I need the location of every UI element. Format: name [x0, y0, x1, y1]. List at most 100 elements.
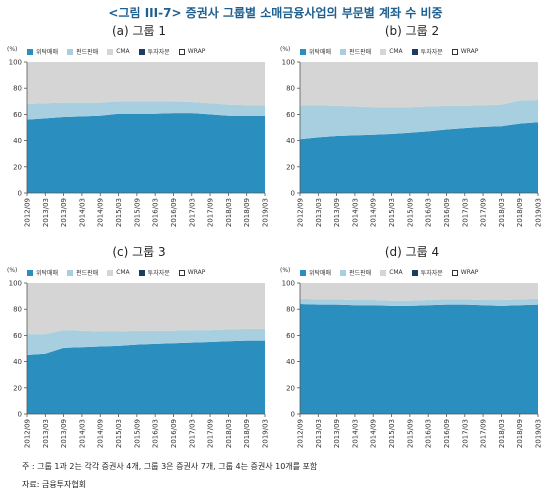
- x-tick-label: 2015/09: [406, 419, 414, 448]
- y-tick-label: 40: [286, 358, 295, 366]
- area-series-0: [300, 122, 538, 193]
- legend-item: 위탁매매: [300, 268, 331, 277]
- y-tick-label: 0: [291, 411, 295, 419]
- legend-label: WRAP: [460, 269, 479, 276]
- y-tick-label: 20: [286, 384, 295, 392]
- legend-swatch: [178, 269, 185, 276]
- x-tick-label: 2018/03: [498, 198, 506, 227]
- legend-swatch: [67, 269, 74, 276]
- legend-swatch: [411, 269, 418, 276]
- legend-label: 펀드판매: [76, 270, 99, 277]
- legend-label: CMA: [389, 48, 403, 55]
- x-tick-label: 2014/03: [78, 419, 86, 448]
- x-tick-label: 2014/03: [351, 419, 359, 448]
- x-tick-label: 2013/03: [315, 198, 323, 227]
- area-series-1: [27, 101, 265, 120]
- area-chart-c: 0 20 40 60 80 100 2012/09 2013/03 2013/09 2014/03…: [9, 280, 270, 449]
- legend-swatch: [380, 269, 387, 276]
- panel-b: (b) 그룹 2 (%) 위탁매매 펀드판매 CMA 투자자문 WRAP 0 20…: [278, 22, 546, 240]
- x-tick-label: 2017/03: [188, 198, 196, 227]
- x-tick-label: 2012/09: [297, 198, 305, 227]
- area-series-1: [300, 298, 538, 306]
- area-chart-d: 0 20 40 60 80 100 2012/09 2013/03 2013/09 2014/03…: [282, 280, 543, 449]
- y-tick-label: 100: [282, 280, 295, 288]
- x-tick-label: 2012/09: [24, 198, 32, 227]
- x-tick-label: 2016/03: [425, 198, 433, 227]
- legend-label: 위탁매매: [309, 49, 332, 56]
- legend-swatch: [107, 269, 114, 276]
- x-tick-label: 2012/09: [24, 419, 32, 448]
- x-tick-label: 2014/09: [370, 419, 378, 448]
- x-tick-label: 2018/09: [243, 198, 251, 227]
- legend-item: CMA: [107, 47, 130, 56]
- legend-item: 펀드판매: [340, 47, 371, 56]
- x-tick-label: 2017/03: [461, 198, 469, 227]
- area-series-0: [300, 303, 538, 414]
- legend-item: CMA: [380, 268, 403, 277]
- x-tick-label: 2015/09: [133, 419, 141, 448]
- legend-item: 투자자문: [138, 268, 170, 277]
- x-tick-label: 2016/03: [425, 419, 433, 448]
- legend-swatch: [411, 48, 418, 55]
- legend-swatch: [27, 269, 33, 276]
- legend: 위탁매매 펀드판매 CMA 투자자문 WRAP: [300, 47, 478, 56]
- y-tick-label: 100: [282, 59, 295, 67]
- unit-label: (%): [280, 267, 291, 274]
- x-tick-label: 2019/03: [535, 419, 543, 448]
- x-tick-label: 2013/03: [315, 419, 323, 448]
- y-tick-label: 60: [13, 332, 22, 340]
- legend: 위탁매매 펀드판매 CMA 투자자문 WRAP: [27, 268, 205, 277]
- area-chart-a: 0 20 40 60 80 100 2012/09 2013/03 2013/09 2014/03…: [9, 59, 270, 228]
- y-tick-label: 20: [13, 163, 22, 171]
- y-tick-label: 0: [18, 190, 22, 198]
- source-note: 자료: 금융투자협회: [22, 480, 87, 489]
- legend-label: 펀드판매: [349, 270, 372, 277]
- x-tick-label: 2016/09: [443, 198, 451, 227]
- legend-label: CMA: [116, 269, 130, 276]
- y-tick-label: 100: [9, 59, 22, 67]
- legend-item: 투자자문: [138, 47, 170, 56]
- legend-swatch: [300, 48, 306, 55]
- x-tick-label: 2015/09: [406, 198, 414, 227]
- x-tick-label: 2014/09: [370, 198, 378, 227]
- y-tick-label: 80: [13, 306, 22, 314]
- panel-d: (d) 그룹 4 (%) 위탁매매 펀드판매 CMA 투자자문 WRAP 0 20…: [278, 243, 546, 461]
- x-tick-label: 2018/03: [498, 419, 506, 448]
- x-tick-label: 2015/03: [388, 419, 396, 448]
- legend-label: 투자자문: [420, 49, 443, 56]
- legend-item: 펀드판매: [67, 268, 98, 277]
- x-tick-label: 2016/03: [152, 419, 160, 448]
- figure-title: <그림 III-7> 증권사 그룹별 소매금융사업의 부문별 계좌 수 비중: [108, 6, 443, 20]
- unit-label: (%): [280, 46, 291, 53]
- y-tick-label: 80: [286, 306, 295, 314]
- legend-item: CMA: [380, 47, 403, 56]
- x-tick-label: 2017/09: [207, 198, 215, 227]
- y-tick-label: 20: [286, 163, 295, 171]
- area-series-2: [27, 283, 265, 335]
- x-tick-label: 2014/09: [97, 198, 105, 227]
- x-tick-label: 2015/03: [115, 419, 123, 448]
- area-series-2: [300, 62, 538, 108]
- legend-label: 위탁매매: [309, 270, 332, 277]
- x-tick-label: 2019/03: [262, 198, 270, 227]
- y-tick-label: 40: [286, 137, 295, 145]
- x-tick-label: 2013/03: [42, 198, 50, 227]
- legend-label: 펀드판매: [76, 49, 99, 56]
- x-tick-label: 2016/03: [152, 198, 160, 227]
- y-tick-label: 20: [13, 384, 22, 392]
- panel-a: (a) 그룹 1 (%) 위탁매매 펀드판매 CMA 투자자문 WRAP 0 20…: [5, 22, 273, 240]
- x-tick-label: 2015/03: [388, 198, 396, 227]
- y-tick-label: 80: [13, 85, 22, 93]
- legend-label: 위탁매매: [36, 270, 59, 277]
- x-tick-label: 2019/03: [262, 419, 270, 448]
- legend-label: 투자자문: [147, 270, 170, 277]
- legend-label: 투자자문: [147, 49, 170, 56]
- legend-item: 투자자문: [411, 268, 443, 277]
- legend-item: 위탁매매: [27, 268, 58, 277]
- legend-item: 위탁매매: [27, 47, 58, 56]
- area-series-0: [27, 113, 265, 193]
- legend-item: WRAP: [451, 268, 479, 277]
- x-tick-label: 2016/09: [443, 419, 451, 448]
- x-tick-label: 2018/09: [243, 419, 251, 448]
